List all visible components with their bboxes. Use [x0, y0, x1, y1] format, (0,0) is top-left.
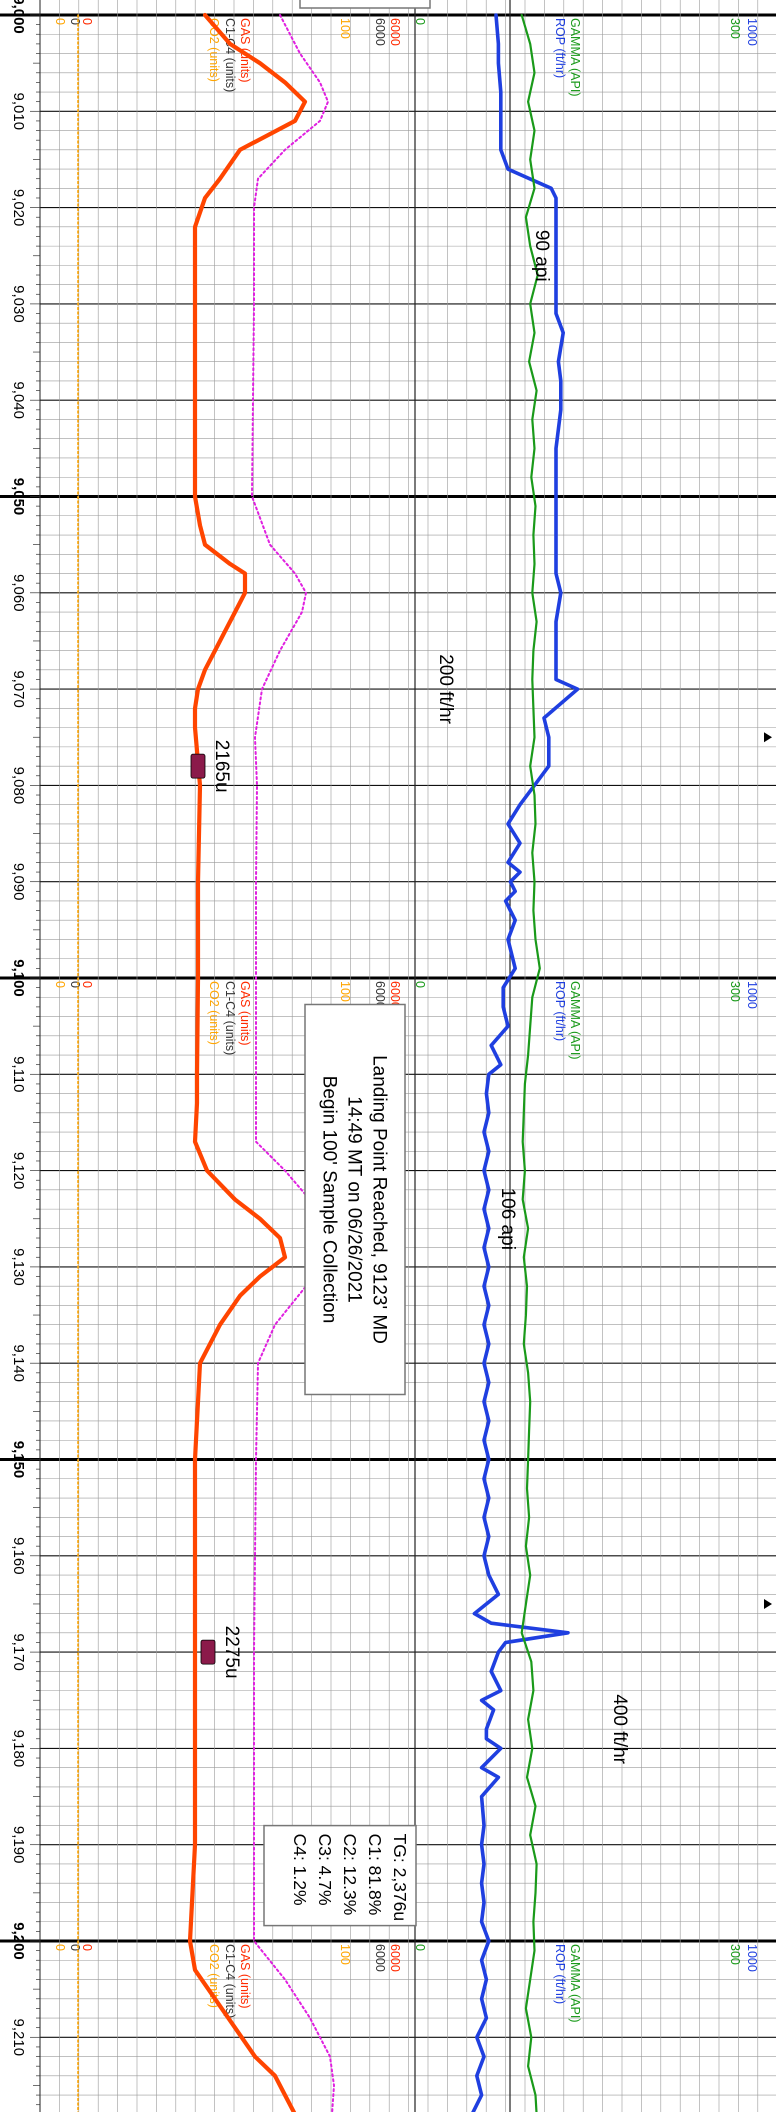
curve-c1-c4: [251, 14, 335, 2112]
gas-peak-flag: [190, 753, 206, 779]
scale-header-co2-max: 100: [338, 18, 352, 39]
scale-header-gamma-min: 0: [413, 18, 427, 25]
annotation-gamma-106: 106 api: [497, 1188, 518, 1250]
curve-layer: [77, 12, 772, 2112]
survey-marker: [764, 1598, 772, 1609]
scale-header-c1c4-label: C1-C4 (units): [223, 18, 237, 92]
scale-header-gas-min: 0: [80, 18, 94, 25]
depth-label: 9,090: [10, 863, 27, 901]
gas-composition-line: TG: 2,376u: [390, 1834, 410, 1922]
depth-label: 9,000: [10, 0, 27, 34]
depth-label: 9,170: [10, 1633, 27, 1671]
annotation-rop-400: 400 ft/hr: [609, 1694, 630, 1764]
scale-header-co2-max: 100: [338, 981, 352, 1002]
scale-header-gas-min: 0: [80, 981, 94, 988]
annotation-layer: 90 api 200 ft/hr 106 api 400 ft/hr 2165u 2275…: [190, 0, 630, 1927]
scale-header-gamma-max: 300: [728, 18, 742, 39]
note-frame-partial: [299, 0, 431, 9]
scale-header-gamma-label: GAMMA (API): [568, 18, 582, 96]
scale-header-c1c4-max: 6000: [373, 18, 387, 46]
scale-header-c1c4-min: 0: [68, 1944, 82, 1951]
scale-header-co2-min: 0: [53, 18, 67, 25]
gas-composition-line: C2: 12.3%: [340, 1834, 360, 1916]
scale-header-co2-label: CO2 (units): [207, 981, 221, 1045]
depth-label: 9,110: [10, 1056, 27, 1092]
depth-label: 9,140: [10, 1344, 27, 1382]
scale-header-rop-max: 1000: [745, 981, 759, 1009]
scale-header-gas-max: 6000: [388, 1944, 402, 1972]
scale-header-gamma-max: 300: [728, 1944, 742, 1965]
depth-label: 9,150: [10, 1441, 27, 1479]
depth-label: 9,040: [10, 381, 27, 419]
scale-header-co2-label: CO2 (units): [207, 18, 221, 82]
depth-label: 9,100: [10, 959, 27, 997]
survey-marker: [764, 732, 772, 743]
depth-label: 9,080: [10, 767, 27, 805]
gas-composition-line: C3: 4.7%: [315, 1834, 335, 1906]
annotation-rop-200: 200 ft/hr: [435, 654, 456, 724]
scale-header-gas-label: GAS (units): [238, 18, 252, 83]
depth-label: 9,120: [10, 1152, 27, 1190]
depth-label: 9,020: [10, 189, 27, 227]
scale-header-gamma-label: GAMMA (API): [568, 981, 582, 1059]
gas-composition-line: C1: 81.8%: [365, 1834, 385, 1916]
scale-header-co2-max: 100: [338, 1944, 352, 1965]
depth-label: 9,160: [10, 1537, 27, 1575]
curve-gas: [187, 12, 308, 2112]
scale-header-c1c4-max: 6000: [373, 981, 387, 1009]
curve-gamma: [520, 13, 541, 2112]
depth-label: 9,200: [10, 1922, 27, 1960]
landing-point-note-line: Landing Point Reached, 9123' MD: [368, 1055, 389, 1344]
depth-label: 9,030: [10, 285, 27, 323]
scale-header-c1c4-min: 0: [68, 981, 82, 988]
scale-header-gamma-min: 0: [413, 981, 427, 988]
scale-header-rop-max: 1000: [745, 1944, 759, 1972]
depth-label: 9,190: [10, 1826, 27, 1864]
depth-ticks: 9,000 9,010 9,020 9,030 9,040 9,050 9,060 9,070…: [10, 0, 40, 2106]
depth-label: 9,210: [10, 2019, 27, 2057]
depth-label: 9,010: [10, 93, 27, 131]
scale-header-gas-label: GAS (units): [238, 981, 252, 1046]
gas-peak-label: 2165u: [211, 740, 232, 793]
scale-header-rop-label: ROP (ft/hr): [553, 1944, 567, 2004]
scale-header-rop-label: ROP (ft/hr): [553, 18, 567, 78]
scale-header-c1c4-label: C1-C4 (units): [223, 1944, 237, 2018]
scale-header-gas-max: 6000: [388, 18, 402, 46]
scale-header-co2-min: 0: [53, 1944, 67, 1951]
scale-header-c1c4-max: 6000: [373, 1944, 387, 1972]
gas-composition-frame: [263, 1824, 417, 1927]
depth-label: 9,130: [10, 1248, 27, 1286]
depth-label: 9,060: [10, 574, 27, 612]
scale-header-co2-min: 0: [53, 981, 67, 988]
depth-label: 9,180: [10, 1730, 27, 1768]
gas-composition-line: C4: 1.2%: [290, 1834, 310, 1906]
scale-headers: ROP (ft/hr) GAMMA (API)0 10003006000600010…: [53, 18, 759, 2022]
scale-header-gamma-min: 0: [413, 1944, 427, 1951]
scale-header-c1c4-min: 0: [68, 18, 82, 25]
scale-header-gas-min: 0: [80, 1944, 94, 1951]
scale-header-rop-max: 1000: [745, 18, 759, 46]
curve-rop: [471, 13, 580, 2112]
landing-point-note-line: 14:49 MT on 06/26/2021: [343, 1096, 364, 1303]
gas-peak-label: 2275u: [221, 1626, 242, 1679]
scale-header-gamma-max: 300: [728, 981, 742, 1002]
annotation-gamma-90: 90 api: [531, 230, 552, 282]
scale-header-rop-label: ROP (ft/hr): [553, 981, 567, 1041]
landing-point-note-frame: [304, 1003, 406, 1396]
scale-header-c1c4-label: C1-C4 (units): [223, 981, 237, 1055]
scale-header-gas-max: 6000: [388, 981, 402, 1009]
depth-label: 9,070: [10, 670, 27, 708]
scale-header-gamma-label: GAMMA (API): [568, 1944, 582, 2022]
gas-peak-flag: [200, 1639, 216, 1665]
scale-header-gas-label: GAS (units): [238, 1944, 252, 2009]
depth-label: 9,050: [10, 478, 27, 516]
landing-point-note-line: Begin 100' Sample Collection: [318, 1076, 339, 1324]
